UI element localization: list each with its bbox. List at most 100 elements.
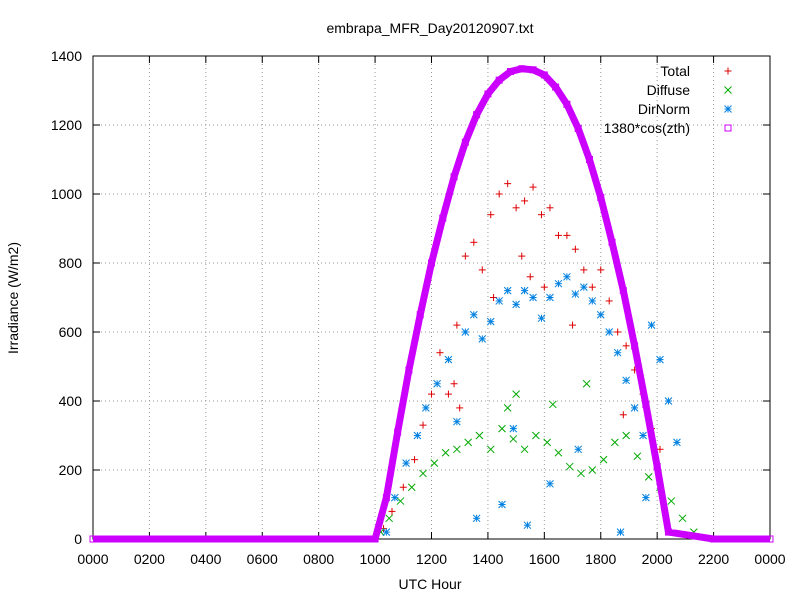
data-point bbox=[456, 404, 464, 412]
series-2 bbox=[382, 272, 681, 536]
data-point bbox=[622, 342, 630, 350]
series-line bbox=[93, 65, 770, 543]
data-point bbox=[521, 197, 529, 205]
data-point bbox=[495, 297, 504, 305]
data-point bbox=[512, 390, 520, 398]
legend-marker bbox=[724, 105, 732, 113]
data-point bbox=[543, 438, 552, 447]
legend-label: Diffuse bbox=[647, 82, 691, 98]
data-point bbox=[402, 459, 410, 467]
data-point bbox=[577, 469, 585, 478]
data-point bbox=[453, 417, 461, 426]
data-point bbox=[478, 335, 487, 343]
y-tick-label: 200 bbox=[59, 462, 83, 478]
data-point bbox=[611, 438, 619, 447]
data-point bbox=[509, 435, 518, 443]
legend-marker bbox=[724, 86, 732, 94]
data-point bbox=[487, 211, 495, 219]
legend-marker bbox=[724, 67, 732, 75]
data-point bbox=[453, 445, 461, 454]
data-point bbox=[579, 283, 588, 292]
data-point bbox=[526, 273, 534, 281]
data-point bbox=[563, 272, 571, 281]
x-axis-label: UTC Hour bbox=[398, 576, 461, 592]
data-point bbox=[622, 431, 630, 440]
data-point bbox=[407, 483, 416, 492]
data-point bbox=[639, 431, 647, 440]
data-point bbox=[546, 293, 554, 302]
data-point bbox=[571, 290, 580, 298]
data-point bbox=[461, 252, 469, 260]
data-point bbox=[396, 497, 405, 505]
data-point bbox=[461, 138, 469, 146]
data-point bbox=[580, 266, 588, 274]
data-point bbox=[631, 342, 639, 350]
data-point bbox=[475, 431, 484, 440]
data-point bbox=[574, 445, 583, 454]
data-point bbox=[382, 494, 390, 502]
data-point bbox=[422, 404, 430, 412]
data-point bbox=[537, 314, 546, 323]
data-point bbox=[371, 535, 379, 543]
x-tick-label: 0000 bbox=[754, 551, 785, 567]
data-point bbox=[436, 349, 444, 357]
data-point bbox=[766, 535, 774, 543]
data-point bbox=[469, 310, 478, 319]
legend-label: 1380*cos(zth) bbox=[604, 120, 690, 136]
x-tick-label: 0800 bbox=[303, 551, 334, 567]
legend-marker bbox=[724, 124, 732, 132]
data-point bbox=[667, 497, 676, 505]
data-point bbox=[461, 328, 470, 336]
data-point bbox=[512, 204, 520, 212]
data-point bbox=[504, 180, 512, 188]
data-point bbox=[529, 183, 537, 191]
data-point bbox=[419, 421, 427, 429]
data-point bbox=[554, 448, 563, 457]
data-point bbox=[523, 521, 532, 530]
data-point bbox=[484, 90, 492, 98]
x-tick-label: 0200 bbox=[134, 551, 165, 567]
data-point bbox=[413, 431, 422, 440]
data-point bbox=[405, 366, 413, 374]
data-point bbox=[622, 376, 630, 385]
data-point bbox=[642, 400, 650, 408]
x-tick-label: 1600 bbox=[529, 551, 560, 567]
data-point bbox=[520, 286, 529, 295]
data-point bbox=[394, 428, 402, 436]
data-point bbox=[588, 466, 597, 474]
data-point bbox=[464, 438, 473, 447]
data-point bbox=[529, 293, 537, 302]
legend: Total Diffuse DirNorm 1380*cos(zth) bbox=[604, 63, 732, 136]
x-tick-label: 1200 bbox=[416, 551, 447, 567]
data-point bbox=[498, 424, 506, 433]
data-point bbox=[444, 355, 453, 364]
data-point bbox=[613, 348, 622, 357]
data-point bbox=[673, 438, 681, 447]
data-point bbox=[653, 463, 661, 471]
data-point bbox=[642, 493, 650, 502]
data-point bbox=[585, 156, 593, 163]
data-point bbox=[554, 279, 563, 288]
data-point bbox=[554, 231, 562, 239]
data-point bbox=[664, 528, 672, 536]
data-point bbox=[486, 445, 495, 454]
x-tick-label: 2000 bbox=[642, 551, 673, 567]
x-axis: 0000 0200 0400 0600 0800 1000 1200 1400 1600 1800… bbox=[77, 56, 786, 567]
y-axis: 0 200 400 600 800 1000 1200 1400 bbox=[51, 48, 770, 547]
data-point bbox=[518, 65, 526, 73]
data-point bbox=[538, 211, 546, 219]
plot-area bbox=[89, 65, 774, 543]
data-point bbox=[473, 111, 481, 119]
data-point bbox=[540, 283, 548, 291]
data-point bbox=[450, 380, 458, 388]
data-point bbox=[552, 83, 560, 91]
data-point bbox=[605, 328, 614, 336]
series-1 bbox=[376, 379, 698, 536]
data-point bbox=[444, 390, 452, 398]
data-point bbox=[656, 445, 664, 453]
y-tick-label: 800 bbox=[59, 255, 83, 271]
data-point bbox=[472, 514, 481, 523]
legend-label: Total bbox=[660, 63, 690, 79]
data-point bbox=[565, 462, 574, 471]
data-point bbox=[503, 286, 512, 295]
